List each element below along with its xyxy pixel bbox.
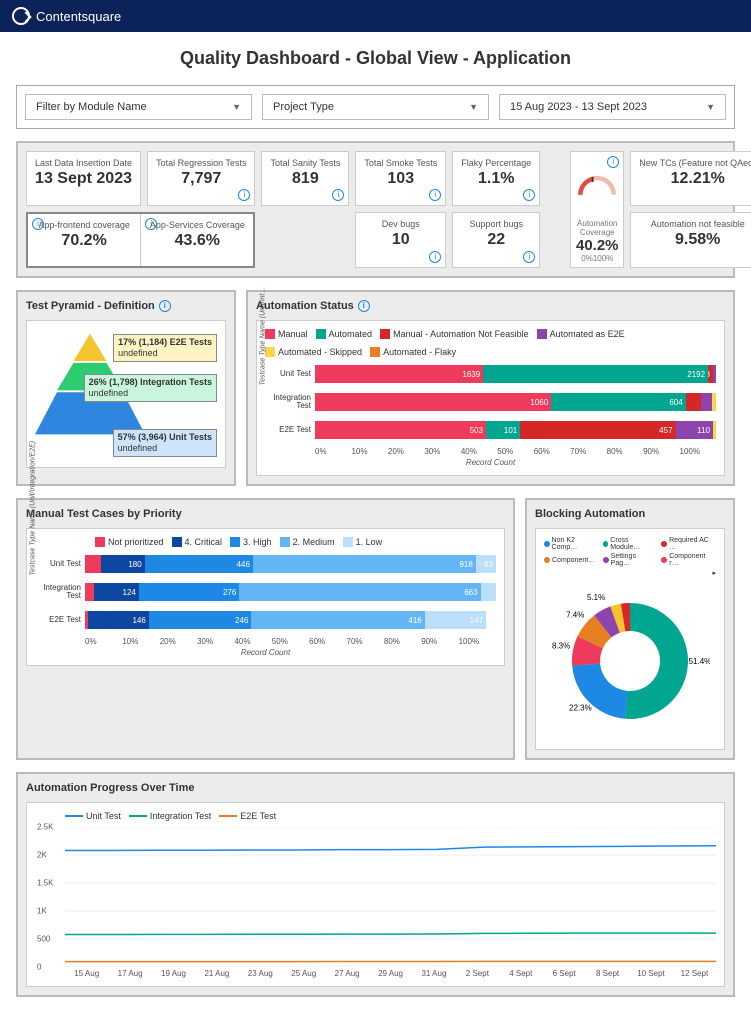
caret-icon: ▼	[706, 102, 715, 112]
stat-sanity: Total Sanity Tests 819 i	[261, 151, 349, 206]
svg-text:22.3%: 22.3%	[569, 703, 592, 712]
stat-not-feasible: Automation not feasible 9.58%	[630, 212, 751, 269]
stat-new-tcs: New TCs (Feature not QAed) 12.21%	[630, 151, 751, 206]
info-icon[interactable]: i	[523, 189, 535, 201]
topbar: Contentsquare	[0, 0, 751, 32]
svg-text:7.4%: 7.4%	[566, 610, 584, 619]
stat-services: i App-Services Coverage 43.6%	[141, 214, 253, 267]
svg-text:51.4%: 51.4%	[689, 657, 710, 666]
stat-flaky: Flaky Percentage 1.1% i	[452, 151, 540, 206]
pyramid-panel: Test Pyramid - Definitioni 17% (1,184) E…	[16, 290, 236, 486]
info-icon[interactable]: i	[238, 189, 250, 201]
stat-smoke: Total Smoke Tests 103 i	[355, 151, 446, 206]
filter-module[interactable]: Filter by Module Name ▼	[25, 94, 252, 120]
blocking-panel: Blocking Automation Non K2 Comp…Cross Mo…	[525, 498, 735, 760]
info-icon[interactable]: i	[332, 189, 344, 201]
automation-panel: Automation Statusi ManualAutomatedManual…	[246, 290, 735, 486]
filters-bar: Filter by Module Name ▼ Project Type ▼ 1…	[16, 85, 735, 129]
automation-bars: Testcase Type Name (Unit/Int…Unit Test16…	[265, 363, 716, 441]
progress-panel: Automation Progress Over Time Unit TestI…	[16, 772, 735, 997]
filter-project-label: Project Type	[273, 101, 334, 113]
logo-icon	[12, 7, 30, 25]
blocking-legend: Non K2 Comp…Cross Module…Required AC …Co…	[544, 537, 716, 577]
donut-chart: 51.4% 22.3% 8.3% 7.4%5.1%	[550, 581, 710, 741]
stat-last-insertion: Last Data Insertion Date 13 Sept 2023	[26, 151, 141, 206]
stat-support-bugs: Support bugs 22 i	[452, 212, 540, 269]
stats-panel: Last Data Insertion Date 13 Sept 2023 To…	[16, 141, 735, 278]
caret-icon: ▼	[232, 102, 241, 112]
stat-frontend: i App-frontend coverage 70.2%	[28, 214, 141, 267]
gauge-automation-coverage: i Automation Coverage 40.2% 0% 100%	[570, 151, 624, 268]
filter-date[interactable]: 15 Aug 2023 - 13 Sept 2023 ▼	[499, 94, 726, 120]
info-icon[interactable]: i	[429, 251, 441, 263]
filter-project[interactable]: Project Type ▼	[262, 94, 489, 120]
automation-legend: ManualAutomatedManual - Automation Not F…	[265, 329, 716, 357]
page-title: Quality Dashboard - Global View - Applic…	[16, 48, 735, 69]
info-icon[interactable]: i	[145, 218, 157, 230]
filter-date-label: 15 Aug 2023 - 13 Sept 2023	[510, 101, 647, 113]
brand-name: Contentsquare	[36, 9, 121, 24]
pyramid-chart: 17% (1,184) E2E Testsundefined 26% (1,79…	[35, 329, 217, 459]
manual-bars: Testcase Type Name (Unit/Integration/E2E…	[35, 553, 496, 631]
filter-module-label: Filter by Module Name	[36, 101, 147, 113]
stat-regression: Total Regression Tests 7,797 i	[147, 151, 255, 206]
info-icon[interactable]: i	[523, 251, 535, 263]
coverage-highlight: i App-frontend coverage 70.2% i App-Serv…	[26, 212, 255, 269]
info-icon[interactable]: i	[159, 300, 171, 312]
brand-logo: Contentsquare	[12, 7, 121, 25]
info-icon[interactable]: i	[32, 218, 44, 230]
line-chart: 2.5K2K1.5K1K5000	[65, 827, 716, 967]
info-icon[interactable]: i	[429, 189, 441, 201]
info-icon[interactable]: i	[358, 300, 370, 312]
manual-panel: Manual Test Cases by Priority Not priori…	[16, 498, 515, 760]
stat-dev-bugs: Dev bugs 10 i	[355, 212, 446, 269]
manual-legend: Not prioritized4. Critical3. High2. Medi…	[95, 537, 496, 547]
svg-text:5.1%: 5.1%	[587, 593, 605, 602]
svg-text:8.3%: 8.3%	[552, 642, 570, 651]
caret-icon: ▼	[469, 102, 478, 112]
progress-legend: Unit TestIntegration TestE2E Test	[65, 811, 716, 821]
